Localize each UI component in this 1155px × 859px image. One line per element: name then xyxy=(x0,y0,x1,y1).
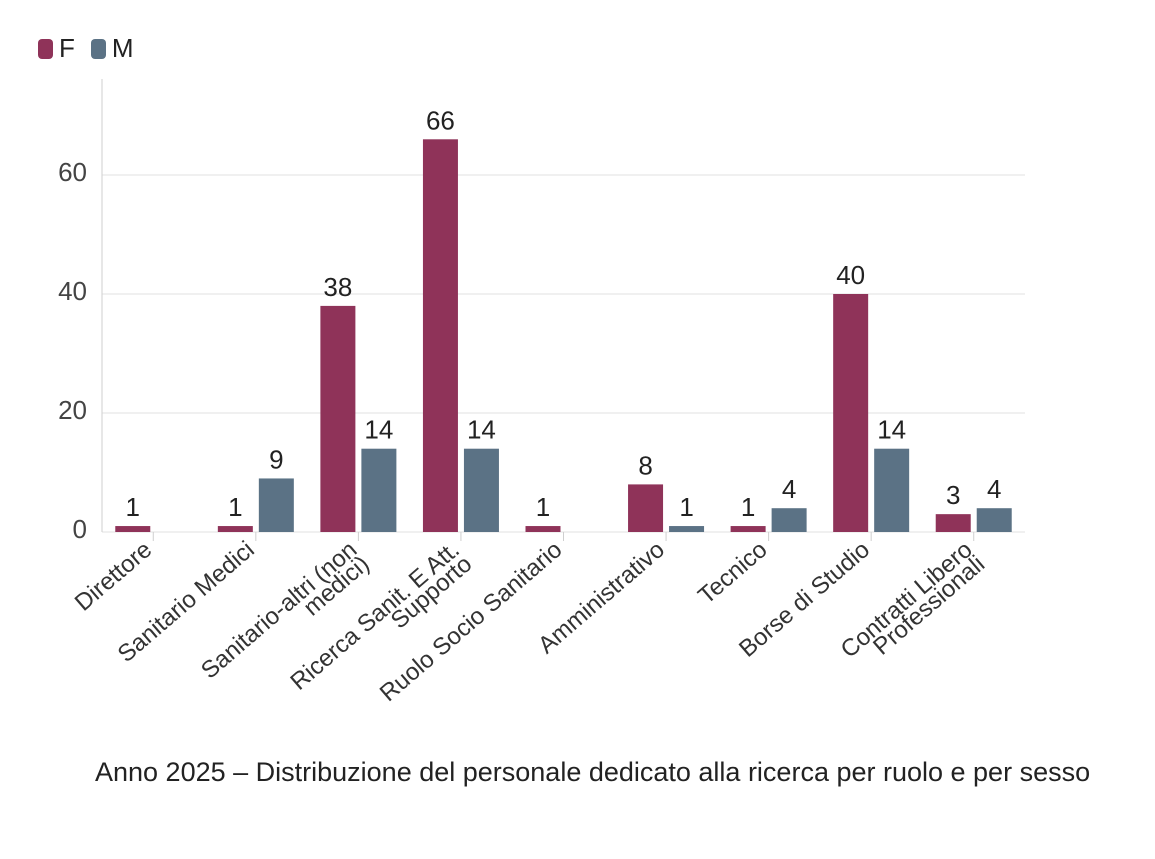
svg-text:1: 1 xyxy=(228,492,242,522)
svg-text:9: 9 xyxy=(269,444,283,474)
svg-text:1: 1 xyxy=(741,492,755,522)
svg-text:20: 20 xyxy=(58,395,87,425)
svg-text:14: 14 xyxy=(877,415,906,445)
svg-text:14: 14 xyxy=(364,415,393,445)
svg-text:14: 14 xyxy=(467,415,496,445)
svg-text:40: 40 xyxy=(836,260,865,290)
svg-text:1: 1 xyxy=(126,492,140,522)
svg-text:8: 8 xyxy=(638,450,652,480)
svg-text:4: 4 xyxy=(987,474,1001,504)
svg-text:66: 66 xyxy=(426,105,455,135)
svg-text:4: 4 xyxy=(782,474,796,504)
svg-text:0: 0 xyxy=(73,514,87,544)
svg-text:38: 38 xyxy=(323,272,352,302)
svg-text:3: 3 xyxy=(946,480,960,510)
svg-text:40: 40 xyxy=(58,276,87,306)
svg-text:60: 60 xyxy=(58,157,87,187)
svg-text:Direttore: Direttore xyxy=(70,536,157,616)
svg-text:1: 1 xyxy=(679,492,693,522)
svg-text:1: 1 xyxy=(536,492,550,522)
svg-text:Tecnico: Tecnico xyxy=(693,536,772,610)
